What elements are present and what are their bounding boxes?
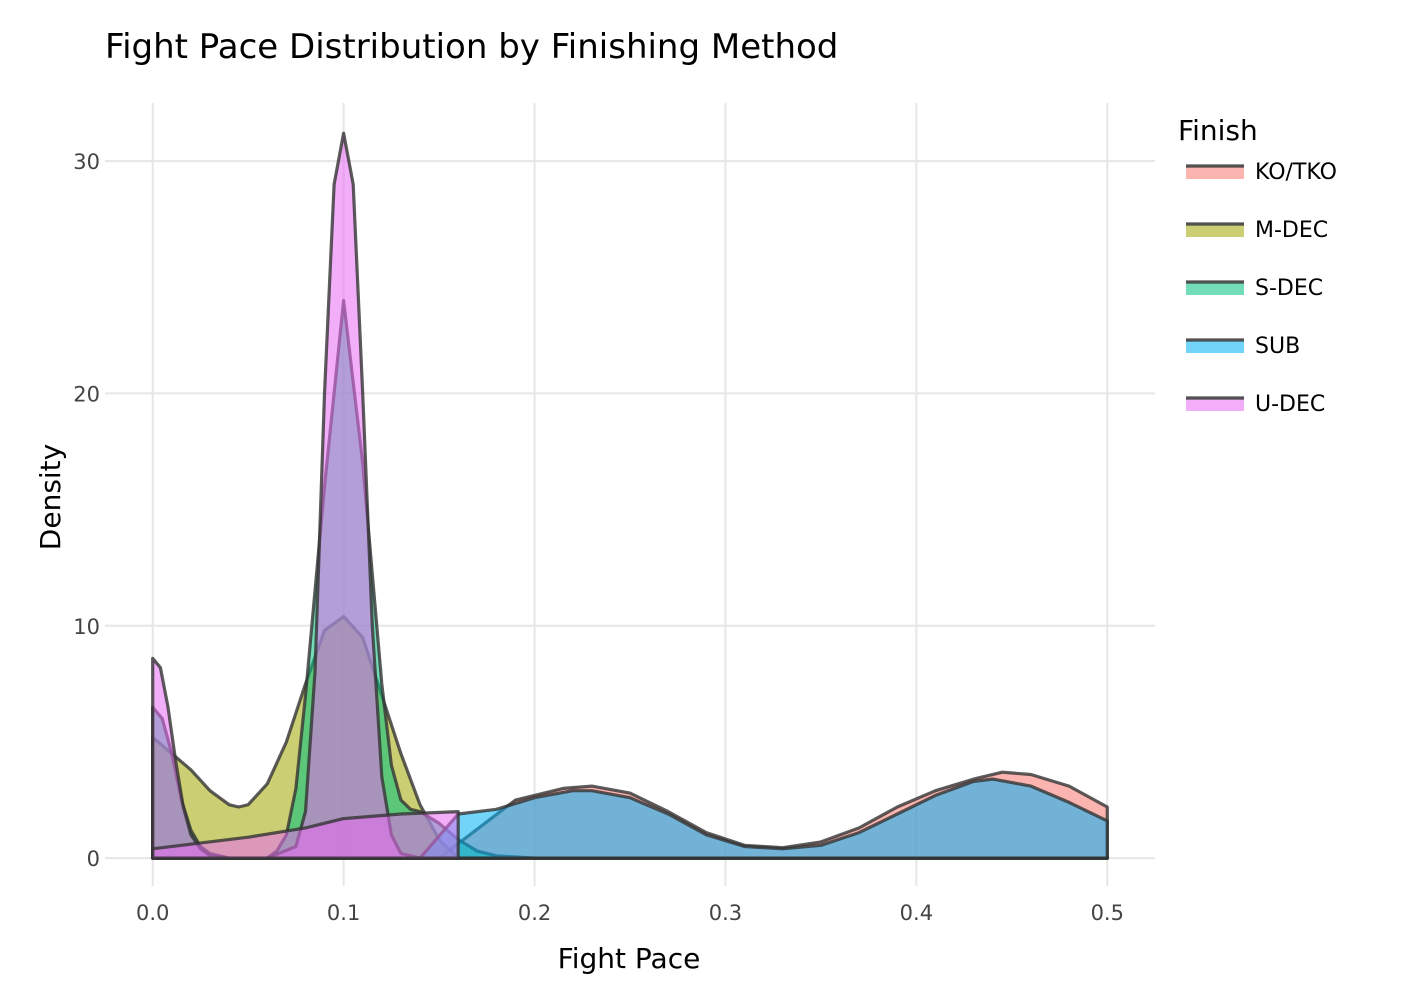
legend-title: Finish: [1178, 114, 1258, 147]
legend-label-m-dec: M-DEC: [1255, 218, 1328, 243]
x-tick-label: 0.3: [709, 901, 742, 925]
y-tick-label: 30: [73, 150, 100, 174]
x-tick-label: 0.0: [136, 901, 169, 925]
density-area-s-dec: [151, 298, 1109, 860]
y-tick-label: 0: [87, 847, 100, 871]
x-tick-label: 0.1: [327, 901, 360, 925]
x-tick-label: 0.5: [1091, 901, 1124, 925]
legend-swatch-s-dec: [1186, 283, 1244, 295]
x-axis-title: Fight Pace: [558, 942, 701, 975]
chart-title: Fight Pace Distribution by Finishing Met…: [105, 27, 838, 67]
legend-label-u-dec: U-DEC: [1255, 392, 1325, 417]
legend-label-ko-tko: KO/TKO: [1255, 160, 1337, 185]
axis-ticks: 0.0 0.1 0.2 0.3 0.4 0.5 0 10 20 30: [73, 150, 1124, 925]
x-tick-label: 0.2: [518, 901, 551, 925]
density-area-sub: [151, 777, 1109, 860]
legend-swatch-sub: [1186, 341, 1244, 353]
legend-label-s-dec: S-DEC: [1255, 276, 1323, 301]
y-axis-title: Density: [34, 444, 67, 550]
legend: Finish KO/TKO M-DEC S-DEC SUB U-DEC: [1178, 114, 1337, 417]
legend-swatch-u-dec: [1186, 399, 1244, 411]
density-areas: [151, 131, 1109, 860]
legend-swatch-ko-tko: [1186, 167, 1244, 179]
y-tick-label: 20: [73, 382, 100, 406]
x-tick-label: 0.4: [900, 901, 933, 925]
density-area-u-dec-broad: [151, 810, 460, 860]
y-tick-label: 10: [73, 615, 100, 639]
legend-label-sub: SUB: [1255, 334, 1300, 359]
gridlines: [105, 103, 1155, 886]
legend-swatch-m-dec: [1186, 225, 1244, 237]
